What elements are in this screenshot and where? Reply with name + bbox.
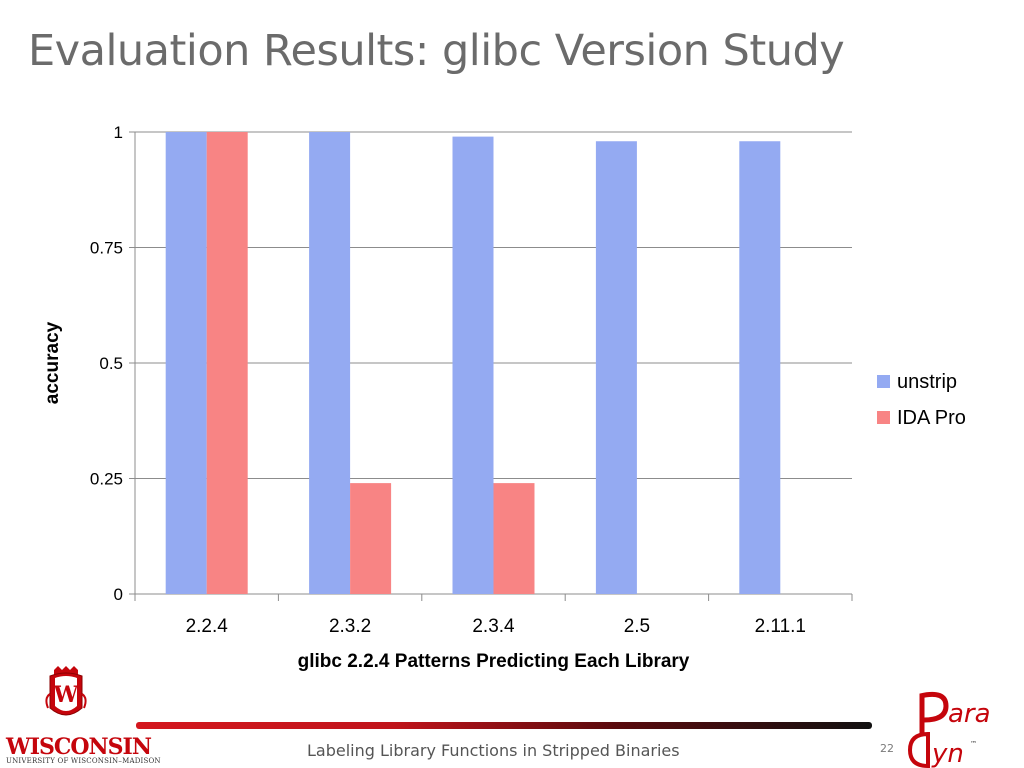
y-tick-label: 1 (114, 123, 123, 142)
bar-unstrip (309, 132, 351, 594)
legend-label: unstrip (897, 371, 957, 393)
bar-ida-pro (206, 132, 248, 594)
slide-number: 22 (880, 742, 894, 755)
uw-crest-logo: W (45, 666, 87, 716)
legend-label: IDA Pro (897, 407, 966, 429)
x-tick-label: 2.3.2 (329, 616, 371, 637)
slide-title: Evaluation Results: glibc Version Study (28, 26, 845, 76)
paradyn-bottom-text: yn (931, 739, 964, 768)
uw-crest-letter: W (53, 682, 79, 708)
legend-swatch (877, 411, 890, 424)
x-tick-label: 2.3.4 (472, 616, 515, 637)
y-tick-label: 0 (114, 585, 123, 604)
bar-unstrip (452, 136, 494, 594)
y-axis-label: accuracy (42, 321, 63, 404)
y-tick-label: 0.5 (99, 354, 123, 373)
accuracy-bar-chart: 0 0.25 0.5 0.75 1 2.2.4 2.3.2 2.3.4 2.5 2.11.1 gli… (42, 123, 966, 672)
legend-swatch (877, 375, 890, 388)
bar-ida-pro (350, 483, 392, 594)
bar-unstrip (165, 132, 207, 594)
uw-subtitle: UNIVERSITY OF WISCONSIN–MADISON (6, 757, 161, 765)
y-tick-label: 0.75 (90, 239, 123, 258)
bar-ida-pro (493, 483, 535, 594)
paradyn-tm: ™ (970, 740, 977, 748)
footer-text: Labeling Library Functions in Stripped B… (307, 741, 680, 760)
x-axis-label: glibc 2.2.4 Patterns Predicting Each Lib… (298, 651, 690, 672)
footer-divider (136, 722, 872, 729)
uw-wordmark: WISCONSIN (6, 734, 152, 760)
x-tick-label: 2.2.4 (186, 616, 229, 637)
paradyn-top-text: ara (948, 699, 991, 729)
bar-unstrip (739, 141, 781, 595)
paradyn-logo: ara yn ™ (907, 691, 991, 768)
bar-unstrip (595, 141, 637, 595)
x-tick-label: 2.11.1 (755, 616, 806, 637)
x-tick-label: 2.5 (624, 616, 650, 637)
y-tick-label: 0.25 (90, 470, 123, 489)
